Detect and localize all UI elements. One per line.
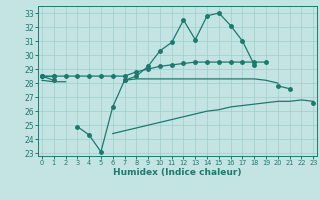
X-axis label: Humidex (Indice chaleur): Humidex (Indice chaleur) (113, 168, 242, 177)
